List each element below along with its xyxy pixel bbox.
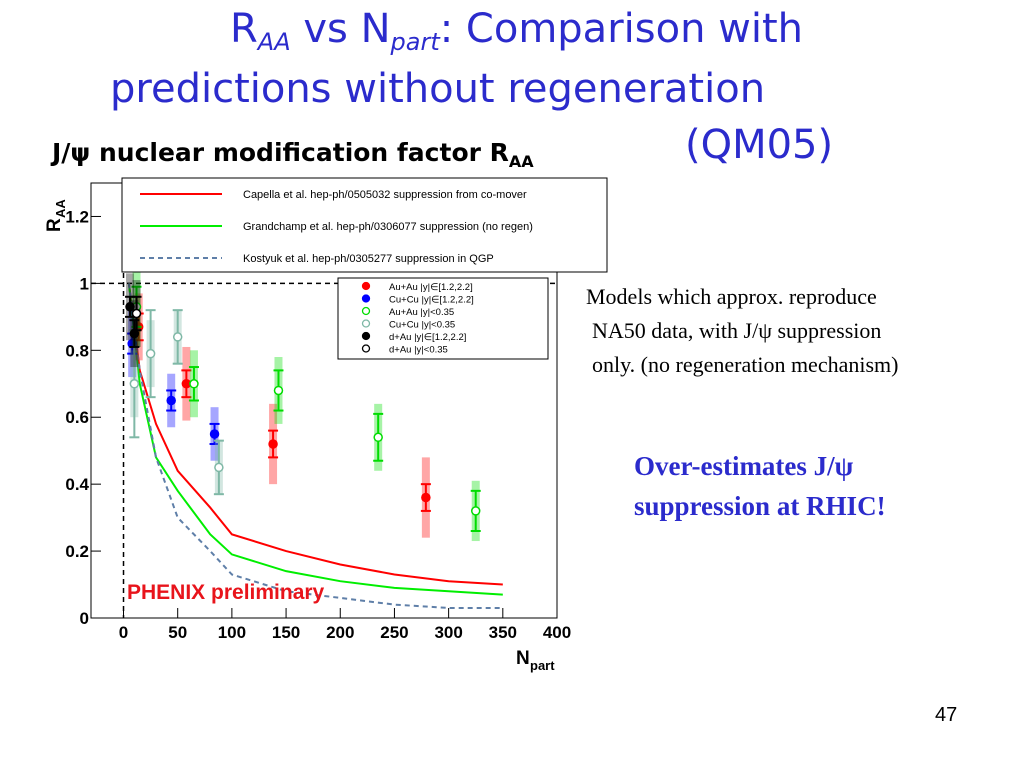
data-point-series-0 <box>421 492 431 503</box>
page-number: 47 <box>935 704 958 726</box>
y-axis-label-main: R <box>44 218 65 232</box>
title-line-3: (QM05) <box>685 122 834 168</box>
data-legend-marker <box>361 319 371 328</box>
model-curve-2 <box>127 283 503 609</box>
y-axis-label: RAA <box>44 199 68 232</box>
data-legend-label: d+Au |y|<0.35 <box>389 345 448 356</box>
data-point-series-2 <box>189 379 199 389</box>
x-tick-label: 200 <box>326 623 354 642</box>
x-tick-label: 300 <box>434 623 462 642</box>
x-tick-label: 100 <box>218 623 246 642</box>
data-point-series-1 <box>166 395 176 406</box>
models-note-line: NA50 data, with J/ψ suppression <box>592 318 882 343</box>
slide-title: RAA vs Npart: Comparison with prediction… <box>0 0 1024 180</box>
data-point-series-3 <box>172 332 183 342</box>
data-point-series-3 <box>145 348 156 359</box>
data-point-series-3 <box>214 462 224 473</box>
y-tick-label: 0 <box>80 609 89 628</box>
data-legend-marker <box>361 294 371 303</box>
data-point-series-2 <box>273 385 284 396</box>
data-point-series-1 <box>209 429 220 439</box>
x-tick-label: 400 <box>543 623 571 642</box>
data-legend-marker <box>361 281 371 291</box>
data-point-series-4 <box>125 302 135 312</box>
model-curve-1 <box>127 283 503 596</box>
model-legend-label: Capella et al. hep-ph/0505032 suppressio… <box>243 189 527 201</box>
x-axis-label: N <box>516 648 530 669</box>
data-legend <box>337 277 549 360</box>
model-curve-0 <box>127 283 503 586</box>
title-line-1: RAA vs Npart: Comparison with <box>230 6 803 56</box>
data-legend-marker <box>361 331 371 341</box>
models-note-line: only. (no regeneration mechanism) <box>592 352 899 377</box>
phenix-preliminary-label: PHENIX preliminary <box>127 581 325 604</box>
y-tick-label: 0.6 <box>65 408 89 427</box>
data-point-series-5 <box>131 308 142 319</box>
models-note: Models which approx. reproduce NA50 data… <box>586 280 1016 382</box>
conclusion-note-line: Over-estimates J/ψ <box>634 451 854 481</box>
data-legend-label: Au+Au |y|<0.35 <box>389 307 454 318</box>
chart-title: J/ψ nuclear modification factor RAA <box>52 138 534 171</box>
x-tick-label: 0 <box>119 623 128 642</box>
data-point-series-3 <box>129 379 140 389</box>
y-axis-label-sub: AA <box>53 199 68 218</box>
x-tick-label: 250 <box>380 623 408 642</box>
y-tick-label: 0.4 <box>65 475 89 494</box>
data-point-series-2 <box>470 506 481 516</box>
data-point-series-0 <box>268 439 278 449</box>
y-tick-label: 0.2 <box>65 542 89 561</box>
model-legend-label: Kostyuk et al. hep-ph/0305277 suppressio… <box>243 253 494 265</box>
model-legend-label: Grandchamp et al. hep-ph/0306077 suppres… <box>243 221 533 233</box>
data-legend-label: Cu+Cu |y|<0.35 <box>389 320 455 331</box>
data-point-series-2 <box>373 432 383 443</box>
x-axis-label-sub: part <box>530 658 555 673</box>
y-tick-label: 1.2 <box>65 207 89 226</box>
conclusion-note: Over-estimates J/ψ suppression at RHIC! <box>634 446 1014 526</box>
y-tick-label: 1 <box>80 274 89 293</box>
data-legend-label: Au+Au |y|∈[1.2,2.2] <box>389 282 473 293</box>
data-point-series-0 <box>181 379 192 389</box>
title-line-2: predictions without regeneration <box>110 66 766 112</box>
conclusion-note-line: suppression at RHIC! <box>634 491 886 521</box>
y-tick-label: 0.8 <box>65 341 89 360</box>
data-legend-marker <box>361 306 371 316</box>
data-legend-label: d+Au |y|∈[1.2,2.2] <box>389 332 466 343</box>
x-tick-label: 150 <box>272 623 300 642</box>
data-legend-marker <box>361 344 371 353</box>
x-tick-label: 50 <box>168 623 187 642</box>
data-legend-label: Cu+Cu |y|∈[1.2,2.2] <box>389 295 474 306</box>
models-note-line: Models which approx. reproduce <box>586 284 877 309</box>
x-tick-label: 350 <box>489 623 517 642</box>
